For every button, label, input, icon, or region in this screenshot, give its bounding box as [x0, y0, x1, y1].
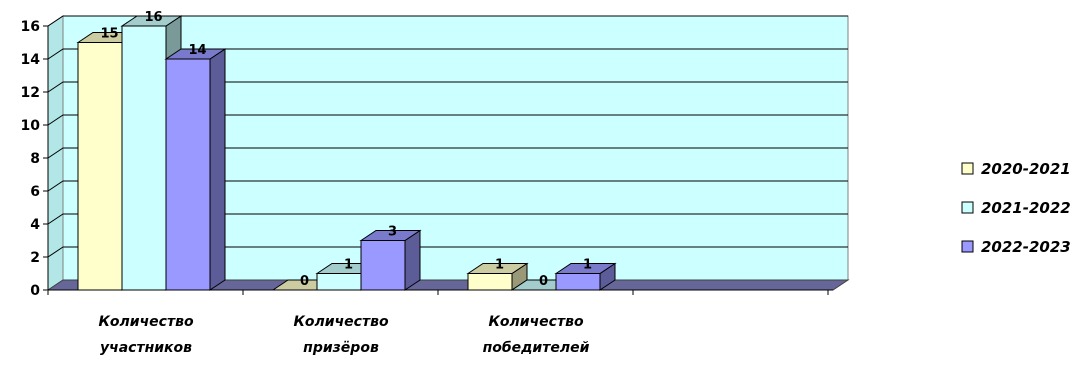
- y-tick-label: 2: [30, 250, 40, 266]
- bar-front: [77, 42, 123, 291]
- y-tick-label: 8: [30, 151, 40, 167]
- bar-top: [164, 48, 227, 60]
- bar-value-label: 14: [188, 43, 206, 58]
- bar-front: [360, 240, 406, 291]
- bar-top: [120, 15, 183, 27]
- legend-swatch: [961, 240, 974, 253]
- category-label: участников: [100, 340, 192, 356]
- legend-swatch: [961, 201, 974, 214]
- category-label: победителей: [483, 340, 590, 356]
- bar-front: [467, 273, 513, 291]
- gridline: [47, 48, 848, 60]
- bar-side: [209, 48, 226, 291]
- bar-value-label: 0: [539, 274, 548, 289]
- y-tick-label: 6: [30, 184, 40, 200]
- bar-front: [555, 273, 601, 291]
- bar-value-label: 0: [300, 274, 309, 289]
- bar-value-label: 1: [344, 258, 353, 273]
- gridline: [47, 180, 848, 192]
- bar-value-label: 15: [100, 27, 118, 42]
- bar-value-label: 16: [144, 10, 162, 25]
- bar-value-label: 3: [388, 225, 397, 240]
- y-tick-label: 16: [21, 19, 40, 35]
- category-label: Количество: [98, 314, 194, 330]
- legend-label: 2022-2023: [981, 238, 1071, 256]
- y-tick-label: 10: [21, 118, 41, 134]
- legend-swatch: [961, 162, 974, 175]
- y-tick-label: 14: [21, 52, 41, 68]
- bar-front: [121, 25, 167, 291]
- category-label: Количество: [488, 314, 584, 330]
- gridline: [47, 81, 848, 93]
- category-label: Количество: [293, 314, 389, 330]
- legend-label: 2020-2021: [981, 160, 1071, 178]
- bar-value-label: 1: [583, 258, 592, 273]
- y-tick-label: 12: [21, 85, 40, 101]
- category-label: призёров: [303, 340, 379, 356]
- bar-front: [316, 273, 362, 291]
- legend-label: 2021-2022: [981, 199, 1071, 217]
- bar-top: [554, 263, 617, 274]
- bar-front: [165, 58, 211, 291]
- gridline: [47, 15, 848, 27]
- gridline: [47, 246, 848, 258]
- y-tick-label: 0: [30, 283, 40, 299]
- bar-top: [466, 263, 529, 274]
- y-tick-label: 4: [30, 217, 40, 233]
- gridline: [47, 114, 848, 126]
- bar-top: [359, 230, 422, 241]
- bar-value-label: 1: [495, 258, 504, 273]
- gridline: [47, 213, 848, 225]
- gridline: [47, 147, 848, 159]
